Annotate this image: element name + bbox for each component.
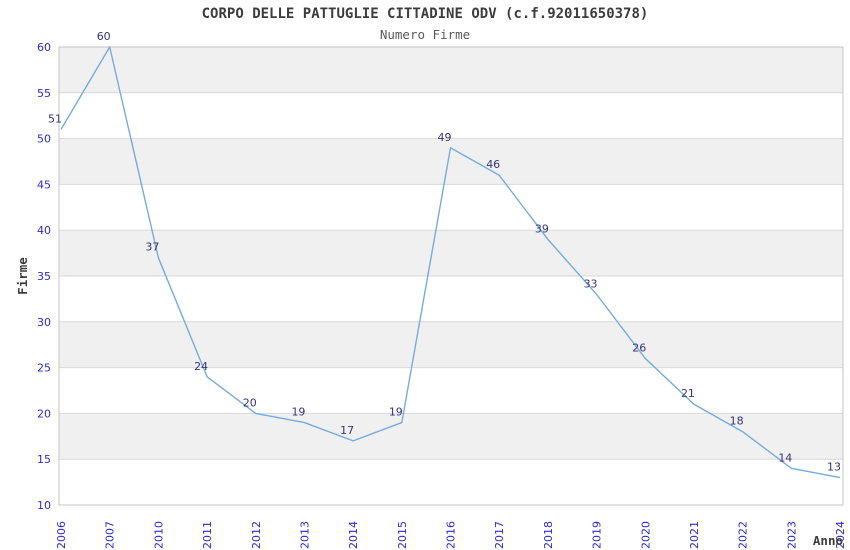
x-tick-label: 2018 [542, 521, 555, 549]
x-tick-label: 2014 [347, 521, 360, 549]
plot-border [58, 46, 844, 506]
x-tick-label: 2023 [785, 521, 798, 549]
x-tick-label: 2019 [591, 521, 604, 549]
x-tick-label: 2020 [639, 521, 652, 549]
y-tick-label: 20 [37, 407, 51, 420]
point-label: 33 [584, 277, 598, 290]
x-axis-label: Anno [813, 533, 843, 548]
point-label: 18 [730, 415, 744, 428]
grid-band [59, 276, 843, 322]
x-tick-label: 2011 [201, 521, 214, 549]
point-label: 37 [145, 241, 159, 254]
x-tick-label: 2021 [688, 521, 701, 549]
point-label: 24 [194, 360, 208, 373]
grid-band [59, 367, 843, 414]
grid-band [59, 413, 843, 460]
point-label: 20 [243, 396, 257, 409]
point-label: 51 [48, 112, 62, 125]
x-tick-label: 2016 [445, 521, 458, 549]
x-tick-label: 2010 [152, 521, 165, 549]
grid-band [59, 230, 843, 276]
x-tick-label: 2015 [396, 521, 409, 549]
y-tick-label: 30 [37, 316, 51, 329]
x-tick-label: 2007 [104, 521, 117, 549]
data-line [60, 46, 841, 479]
point-label: 49 [438, 131, 452, 144]
chart-subtitle: Numero Firme [379, 27, 471, 42]
point-label: 19 [389, 406, 403, 419]
y-tick-label: 35 [37, 270, 51, 283]
x-tick-label: 2006 [55, 521, 68, 549]
grid-band [59, 184, 843, 231]
point-label: 14 [778, 451, 792, 464]
grid-band [59, 459, 843, 505]
x-tick-label: 2017 [493, 521, 506, 549]
y-tick-label: 10 [37, 499, 51, 512]
grid-band [59, 138, 843, 185]
x-tick-label: 2012 [250, 521, 263, 549]
x-tick-label: 2024 [834, 521, 847, 549]
y-tick-label: 60 [37, 41, 51, 54]
point-label: 26 [632, 341, 646, 354]
y-tick-label: 15 [37, 453, 51, 466]
point-label: 19 [291, 406, 305, 419]
point-label: 39 [535, 222, 549, 235]
grid-band [59, 321, 843, 368]
point-label: 21 [681, 387, 695, 400]
chart-title: CORPO DELLE PATTUGLIE CITTADINE ODV (c.f… [201, 6, 649, 22]
y-tick-label: 45 [37, 178, 51, 191]
y-tick-label: 25 [37, 362, 51, 375]
point-label: 46 [486, 158, 500, 171]
y-tick-label: 50 [37, 133, 51, 146]
y-tick-label: 40 [37, 224, 51, 237]
x-tick-label: 2022 [737, 521, 750, 549]
point-label: 60 [97, 30, 111, 43]
y-tick-label: 55 [37, 87, 51, 100]
y-axis-label: Firme [15, 257, 30, 295]
point-label: 13 [827, 461, 841, 474]
x-tick-label: 2013 [298, 521, 311, 549]
grid-band [59, 47, 843, 93]
point-label: 17 [340, 424, 354, 437]
grid-band [59, 92, 843, 139]
